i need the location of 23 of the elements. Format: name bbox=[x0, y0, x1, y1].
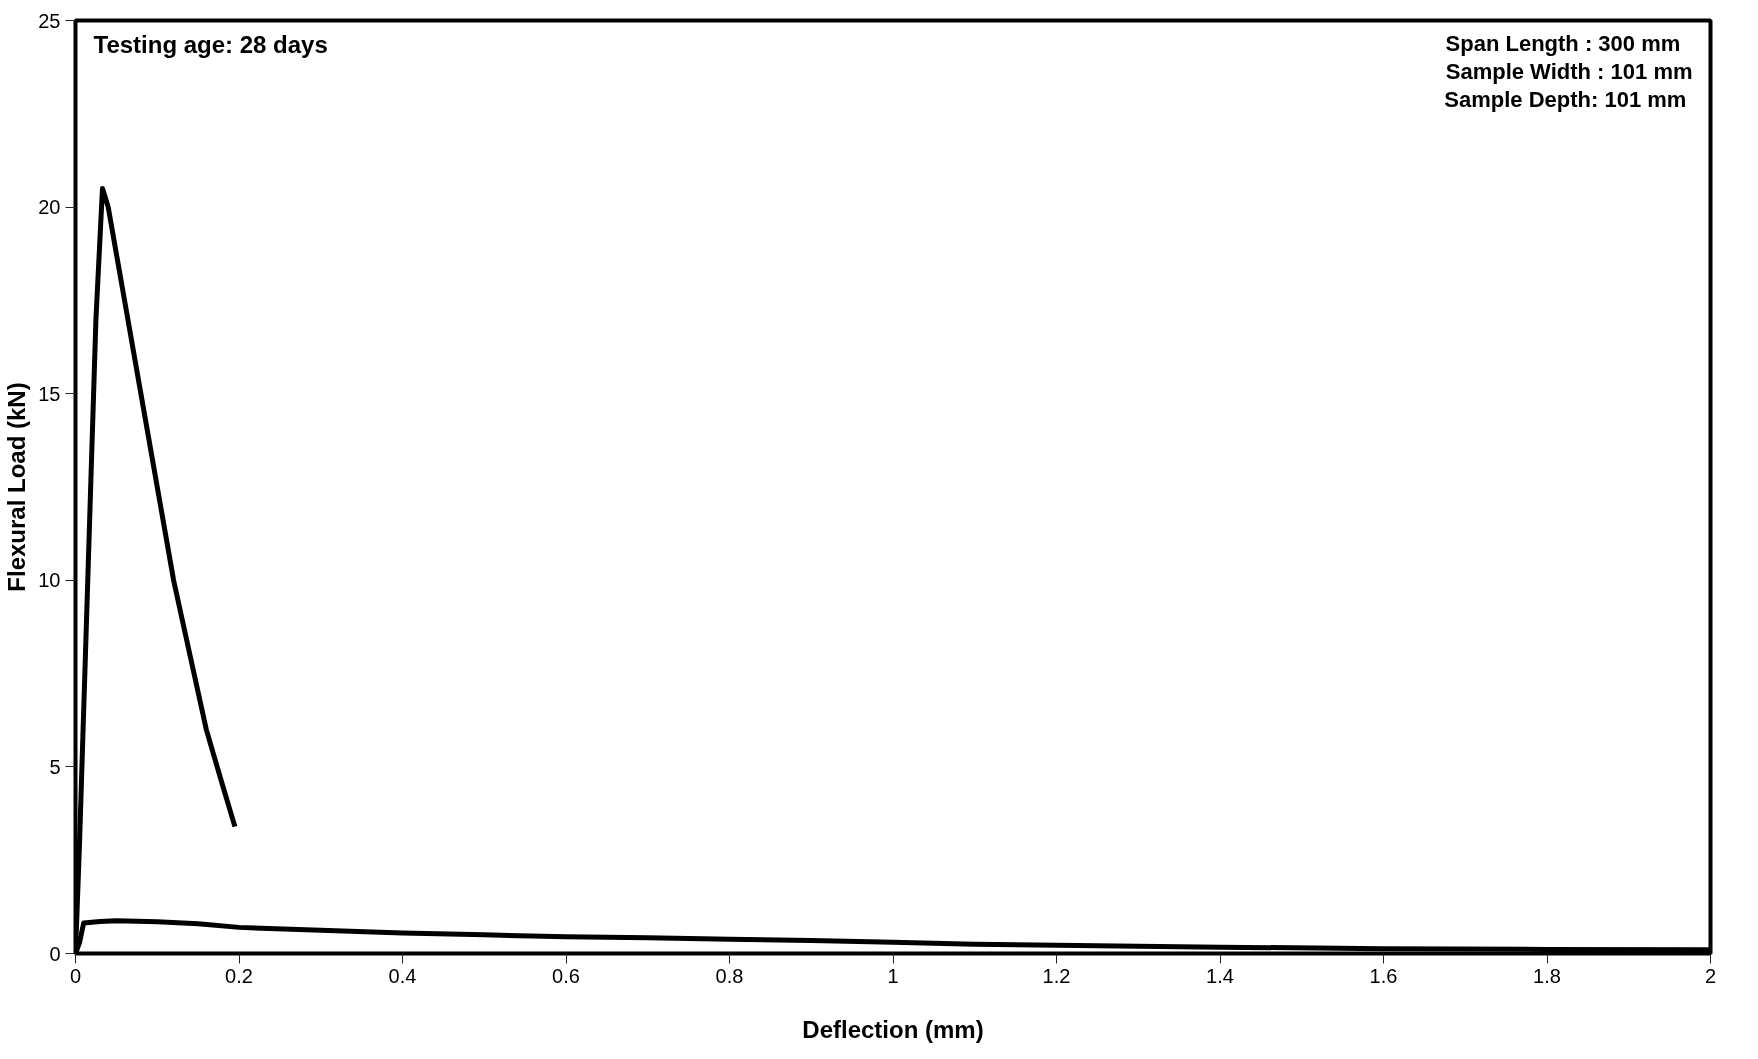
annotation: Span Length : 300 mm bbox=[1445, 30, 1681, 56]
x-tick-label: 0 bbox=[69, 964, 82, 987]
y-tick-label: 25 bbox=[38, 9, 61, 32]
x-tick-label: 1.4 bbox=[1206, 964, 1234, 987]
x-tick-label: 0.6 bbox=[552, 964, 580, 987]
x-tick-label: 1.6 bbox=[1369, 964, 1398, 987]
y-tick-label: 15 bbox=[38, 382, 61, 405]
annotation: Testing age: 28 days bbox=[93, 30, 328, 58]
y-tick-label: 5 bbox=[49, 755, 61, 778]
x-tick-label: 0.4 bbox=[388, 964, 417, 987]
y-tick-label: 0 bbox=[49, 942, 61, 965]
x-tick-label: 1.8 bbox=[1533, 964, 1561, 987]
x-tick-label: 0.8 bbox=[715, 964, 744, 987]
y-tick-label: 20 bbox=[38, 196, 61, 219]
x-axis-title: Deflection (mm) bbox=[802, 1015, 984, 1043]
y-tick-label: 10 bbox=[38, 569, 61, 592]
x-tick-label: 2 bbox=[1704, 964, 1717, 987]
x-tick-label: 1 bbox=[887, 964, 899, 987]
y-axis-title: Flexural Load (kN) bbox=[3, 382, 31, 592]
annotation: Sample Width : 101 mm bbox=[1445, 58, 1693, 84]
annotation: Sample Depth: 101 mm bbox=[1444, 86, 1687, 112]
x-tick-label: 0.2 bbox=[225, 964, 253, 987]
x-tick-label: 1.2 bbox=[1042, 964, 1071, 987]
